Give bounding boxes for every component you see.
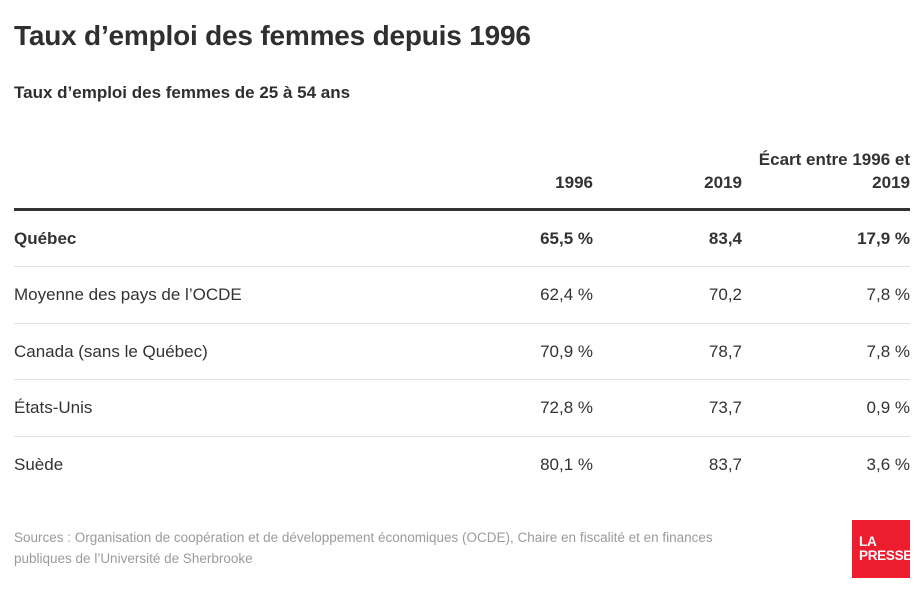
table-row: États-Unis 72,8 % 73,7 0,9 % [14, 380, 910, 437]
row-value-1996: 70,9 % [540, 341, 593, 361]
employment-rate-table: 1996 2019 Écart entre 1996 et 2019 Québe… [14, 149, 910, 493]
row-value-1996: 62,4 % [540, 285, 593, 305]
row-value-2019: 73,7 [708, 398, 742, 418]
row-value-1996: 72,8 % [540, 398, 593, 418]
row-value-2019: 83,4 [708, 228, 742, 248]
logo-line-1: LA [859, 533, 877, 549]
table-row: Suède 80,1 % 83,7 3,6 % [14, 437, 910, 494]
row-value-2019: 83,7 [708, 455, 742, 475]
row-value-ecart: 17,9 % [857, 228, 910, 248]
row-value-ecart: 7,8 % [866, 285, 910, 305]
row-label: Moyenne des pays de l’OCDE [14, 285, 242, 305]
row-value-ecart: 3,6 % [866, 455, 910, 475]
row-label: Québec [14, 228, 77, 248]
row-value-ecart: 7,8 % [866, 341, 910, 361]
row-label: Canada (sans le Québec) [14, 341, 208, 361]
table-row: Québec 65,5 % 83,4 17,9 % [14, 211, 910, 268]
table-row: Moyenne des pays de l’OCDE 62,4 % 70,2 7… [14, 267, 910, 324]
row-label: Suède [14, 455, 64, 475]
column-header-1996: 1996 [555, 172, 593, 192]
footer: Sources : Organisation de coopération et… [14, 520, 912, 579]
sources-text: Sources : Organisation de coopération et… [14, 530, 713, 567]
table-body: Québec 65,5 % 83,4 17,9 % Moyenne des pa… [14, 211, 910, 494]
column-header-ecart: Écart entre 1996 et 2019 [758, 150, 910, 192]
row-value-2019: 78,7 [708, 341, 742, 361]
table-header-row: 1996 2019 Écart entre 1996 et 2019 [14, 149, 910, 211]
row-value-2019: 70,2 [708, 285, 742, 305]
column-header-2019: 2019 [704, 172, 742, 192]
page-title: Taux d’emploi des femmes depuis 1996 [14, 20, 531, 51]
table-row: Canada (sans le Québec) 70,9 % 78,7 7,8 … [14, 324, 910, 381]
row-label: États-Unis [14, 398, 93, 418]
logo-line-2: PRESSE [859, 548, 912, 564]
row-value-1996: 65,5 % [540, 228, 593, 248]
page-subtitle: Taux d’emploi des femmes de 25 à 54 ans [14, 83, 351, 102]
row-value-1996: 80,1 % [540, 455, 593, 475]
lapresse-logo: LA PRESSE [852, 520, 912, 579]
row-value-ecart: 0,9 % [866, 398, 910, 418]
